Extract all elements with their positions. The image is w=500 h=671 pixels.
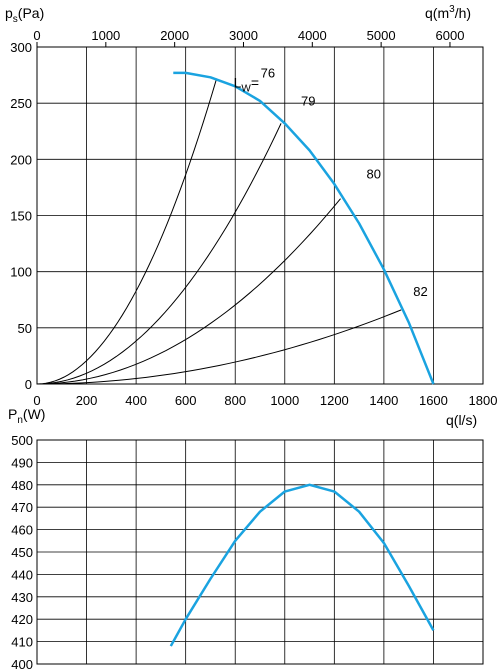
system-curve (36, 78, 218, 385)
x2-tick-label: 3000 (229, 28, 258, 43)
power-y-tick-label: 430 (11, 590, 33, 605)
x-tick-label: 1600 (419, 393, 448, 408)
airflow-m3h-axis-title: q(m3/h) (425, 4, 471, 21)
power-y-tick-label: 410 (11, 635, 33, 650)
x2-tick-label: 2000 (160, 28, 189, 43)
power-y-tick-label: 440 (11, 567, 33, 582)
power-axes: 400 410 420 430 440 450 460 470 480 490 500 (11, 433, 33, 671)
x-tick-label: 400 (125, 393, 147, 408)
power-y-tick-label: 420 (11, 612, 33, 627)
x2-tick-label: 6000 (436, 28, 465, 43)
x2-tick-label: 1000 (91, 28, 120, 43)
x2-tick-label: 5000 (367, 28, 396, 43)
system-curve (36, 309, 402, 385)
sound-power-label: 82 (413, 284, 427, 299)
system-curve (36, 123, 282, 385)
power-y-tick-label: 500 (11, 433, 33, 448)
pressure-axis-title: ps(Pa) (5, 5, 44, 25)
x-tick-label: 1200 (320, 393, 349, 408)
x-tick-label: 200 (76, 393, 98, 408)
fan-pressure-curve (173, 71, 435, 385)
power-grid (36, 439, 484, 665)
power-y-tick-label: 470 (11, 500, 33, 515)
power-y-tick-label: 450 (11, 545, 33, 560)
y-tick-label: 100 (10, 265, 32, 280)
x2-tick-label: 4000 (298, 28, 327, 43)
airflow-ls-axis-title: q(l/s) (446, 412, 477, 428)
y-tick-label: 50 (18, 321, 32, 336)
x-tick-label: 1400 (369, 393, 398, 408)
x-tick-label: 0 (33, 393, 40, 408)
x2-tick-label: 0 (33, 28, 40, 43)
pressure-plot-frame (36, 46, 484, 385)
y-tick-label: 200 (10, 152, 32, 167)
x-tick-label: 600 (175, 393, 197, 408)
sound-power-label: 79 (301, 93, 315, 108)
y-tick-label: 250 (10, 96, 32, 111)
power-y-tick-label: 480 (11, 478, 33, 493)
y-tick-label: 150 (10, 209, 32, 224)
x-tick-label: 1000 (270, 393, 299, 408)
power-curve (169, 483, 435, 647)
power-plot-frame (36, 439, 484, 665)
lw-prefix: LW= (234, 74, 259, 94)
sound-power-label: 80 (367, 167, 381, 182)
power-axis-title: Pn(W) (8, 406, 45, 426)
y-tick-label: 0 (25, 377, 32, 392)
sound-power-labels: 76 79 80 82 LW= (234, 65, 428, 298)
pressure-grid (36, 46, 484, 385)
pressure-axes: 0 200 400 600 800 1000 1200 1400 1600 18000501001… (10, 28, 497, 408)
power-y-tick-label: 490 (11, 455, 33, 470)
system-curves (36, 78, 402, 385)
power-y-tick-label: 400 (11, 657, 33, 671)
system-curve (36, 198, 341, 385)
sound-power-label: 76 (261, 65, 275, 80)
x-tick-label: 1800 (469, 393, 498, 408)
power-y-tick-label: 460 (11, 523, 33, 538)
x-tick-label: 800 (224, 393, 246, 408)
y-tick-label: 300 (10, 40, 32, 55)
